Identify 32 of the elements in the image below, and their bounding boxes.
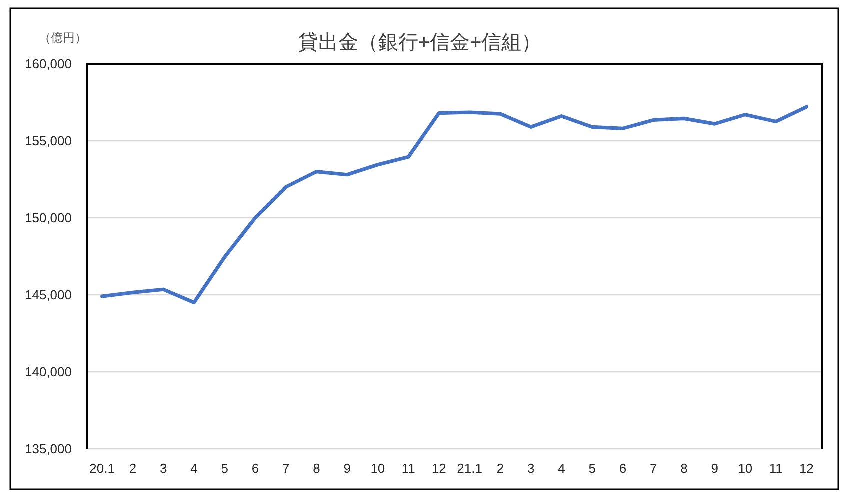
y-tick-label: 160,000 — [25, 56, 72, 72]
x-tick-label: 6 — [252, 461, 260, 476]
y-tick-label: 140,000 — [25, 364, 72, 380]
x-tick-label: 8 — [313, 461, 320, 476]
y-tick-label: 145,000 — [25, 288, 72, 302]
x-tick-label: 5 — [588, 461, 596, 476]
x-tick-label: 11 — [769, 461, 783, 476]
x-tick-label: 21.1 — [457, 461, 482, 476]
x-tick-label: 7 — [650, 461, 658, 476]
x-tick-label: 10 — [738, 461, 753, 476]
x-tick-label: 4 — [190, 461, 198, 476]
x-tick-label: 4 — [558, 461, 566, 476]
y-tick-label: 150,000 — [25, 210, 72, 226]
x-tick-label: 10 — [370, 461, 386, 476]
x-tick-label: 8 — [680, 461, 688, 476]
x-tick-label: 9 — [711, 461, 718, 476]
x-tick-label: 6 — [619, 461, 627, 476]
x-tick-label: 2 — [129, 461, 137, 476]
title: 貸出金（銀行+信金+信組） — [298, 32, 542, 54]
x-tick-label: 3 — [160, 461, 168, 476]
x-tick-label: 9 — [344, 461, 351, 476]
x-tick-label: 11 — [402, 461, 416, 476]
y-tick-label: 155,000 — [25, 134, 72, 148]
x-tick-label: 12 — [432, 461, 446, 476]
x-tick-label: 12 — [799, 461, 814, 476]
x-tick-label: 2 — [496, 461, 504, 476]
x-tick-label: 7 — [282, 461, 290, 476]
x-tick-label: 5 — [221, 461, 228, 476]
y-tick-label: 135,000 — [25, 442, 72, 456]
x-tick-label: 3 — [527, 461, 535, 476]
y-axis-title: （億円） — [39, 31, 87, 45]
x-tick-label: 20.1 — [90, 461, 115, 476]
